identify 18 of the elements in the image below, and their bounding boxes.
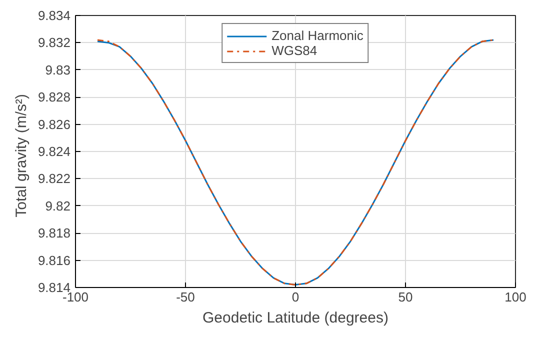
y-tick-label: 9.82 xyxy=(45,198,71,214)
y-tick-label: 9.826 xyxy=(38,116,71,132)
y-tick-label: 9.824 xyxy=(38,144,71,159)
y-tick-label: 9.816 xyxy=(38,252,71,268)
x-tick-label: 0 xyxy=(292,290,300,304)
y-axis-title: Total gravity (m/s²) xyxy=(12,94,30,218)
y-tick-label: 9.822 xyxy=(38,171,71,186)
legend-label: WGS84 xyxy=(272,43,318,58)
x-tick-label: 100 xyxy=(504,290,526,304)
y-tick-label: 9.828 xyxy=(38,90,71,105)
x-axis-title: Geodetic Latitude (degrees) xyxy=(202,310,388,326)
legend-label: Zonal Harmonic xyxy=(272,28,364,43)
x-tick-label: 50 xyxy=(398,290,413,304)
x-tick-label: -50 xyxy=(176,290,195,304)
y-tick-label: 9.834 xyxy=(38,8,71,23)
y-tick-label: 9.832 xyxy=(38,35,71,50)
y-tick-label: 9.818 xyxy=(38,226,71,241)
y-tick-label: 9.83 xyxy=(45,62,71,78)
